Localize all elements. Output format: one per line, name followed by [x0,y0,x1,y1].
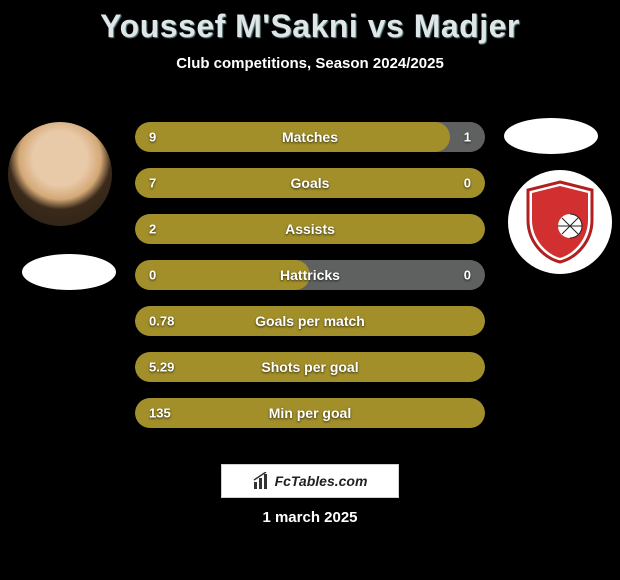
footer-logo: FcTables.com [221,464,399,498]
stat-value-right: 0 [464,176,471,191]
player-right-photo [508,170,612,274]
stat-label: Goals [135,175,485,191]
chart-icon [253,472,271,490]
stat-label: Min per goal [135,405,485,421]
stat-label: Assists [135,221,485,237]
crest-placeholder-icon [508,170,612,274]
infographic-root: Youssef M'Sakni vs Madjer Club competiti… [0,0,620,580]
stat-row: 9Matches1 [135,122,485,152]
page-title: Youssef M'Sakni vs Madjer [0,8,620,45]
footer-logo-text: FcTables.com [275,473,368,489]
date-label: 1 march 2025 [0,509,620,526]
stat-row: 135Min per goal [135,398,485,428]
stat-label: Hattricks [135,267,485,283]
club-badge-left [22,254,116,290]
player-left-photo [8,122,112,226]
stat-label: Goals per match [135,313,485,329]
stat-value-right: 1 [464,130,471,145]
club-badge-right [504,118,598,154]
page-subtitle: Club competitions, Season 2024/2025 [0,55,620,72]
stat-row: 0.78Goals per match [135,306,485,336]
face-placeholder-icon [8,122,112,226]
stat-value-right: 0 [464,268,471,283]
stat-row: 0Hattricks0 [135,260,485,290]
stat-row: 5.29Shots per goal [135,352,485,382]
stat-row: 2Assists [135,214,485,244]
stats-bars: 9Matches17Goals02Assists0Hattricks00.78G… [135,122,485,444]
stat-row: 7Goals0 [135,168,485,198]
stat-label: Matches [135,129,485,145]
stat-label: Shots per goal [135,359,485,375]
